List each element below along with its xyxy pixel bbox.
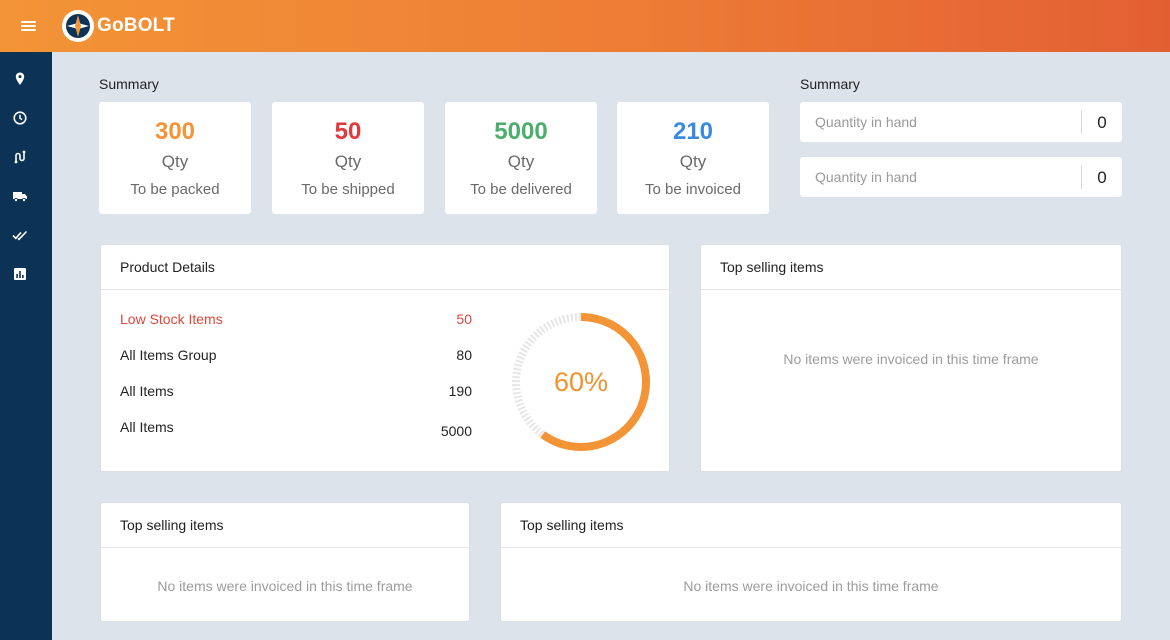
summary-title-right: Summary [800, 76, 860, 92]
top-selling-panel: Top selling items No items were invoiced… [700, 244, 1122, 472]
row-value: 80 [456, 347, 472, 363]
stat-card-packed[interactable]: 300 Qty To be packed [99, 102, 251, 214]
divider [1081, 165, 1082, 189]
brand-name: GoBOLT [97, 15, 175, 36]
hamburger-menu-icon[interactable] [18, 17, 40, 35]
field-value: 0 [1097, 168, 1107, 187]
top-selling-panel: Top selling items No items were invoiced… [500, 502, 1122, 622]
panel-title: Product Details [101, 245, 669, 290]
stat-label: To be delivered [470, 181, 572, 198]
row-value: 50 [456, 311, 472, 327]
brand-logo[interactable]: GoBOLT [61, 9, 175, 43]
stat-value: 50 [334, 118, 362, 145]
field-value: 0 [1097, 113, 1107, 132]
top-bar: GoBOLT [0, 0, 1170, 52]
field-label: Quantity in hand [815, 114, 917, 130]
location-pin-icon[interactable] [12, 71, 28, 87]
stat-label: To be invoiced [645, 181, 741, 198]
progress-fill [512, 313, 650, 451]
stat-value: 300 [154, 118, 196, 145]
stat-value: 210 [672, 118, 714, 145]
stat-card-delivered[interactable]: 5000 Qty To be delivered [445, 102, 597, 214]
quantity-in-hand-field[interactable]: Quantity in hand 0 [800, 157, 1122, 197]
empty-message: No items were invoiced in this time fram… [783, 351, 1039, 367]
row-value: 5000 [440, 423, 472, 439]
empty-message: No items were invoiced in this time fram… [157, 578, 413, 594]
clock-icon[interactable] [12, 110, 28, 126]
progress-label: 60% [553, 367, 609, 397]
summary-title: Summary [99, 76, 159, 92]
row-value: 190 [448, 383, 472, 399]
row-label: Low Stock Items [120, 311, 223, 327]
panel-title: Top selling items [101, 503, 469, 548]
quantity-in-hand-field[interactable]: Quantity in hand 0 [800, 102, 1122, 142]
panel-title: Top selling items [501, 503, 1121, 548]
double-check-icon[interactable] [12, 227, 28, 243]
stat-unit: Qty [507, 152, 535, 171]
top-selling-panel: Top selling items No items were invoiced… [100, 502, 470, 622]
truck-icon[interactable] [12, 188, 28, 204]
stat-card-invoiced[interactable]: 210 Qty To be invoiced [617, 102, 769, 214]
stat-unit: Qty [334, 152, 362, 171]
product-details-panel: Product Details Low Stock Items 50 All I… [100, 244, 670, 472]
report-chart-icon[interactable] [12, 266, 28, 282]
divider [1081, 110, 1082, 134]
route-icon[interactable] [12, 149, 28, 165]
stat-card-shipped[interactable]: 50 Qty To be shipped [272, 102, 424, 214]
panel-title: Top selling items [701, 245, 1121, 290]
stat-value: 5000 [494, 118, 548, 145]
progress-donut [512, 313, 650, 451]
stat-label: To be packed [130, 181, 220, 198]
stat-label: To be shipped [301, 181, 395, 198]
row-label: All Items [120, 383, 174, 399]
logo-emblem-icon [62, 10, 94, 42]
stat-unit: Qty [679, 152, 707, 171]
row-label: All Items Group [120, 347, 217, 363]
sidebar [0, 52, 52, 640]
stat-unit: Qty [161, 152, 189, 171]
empty-message: No items were invoiced in this time fram… [683, 578, 939, 594]
field-label: Quantity in hand [815, 169, 917, 185]
row-label: All Items [120, 419, 174, 435]
